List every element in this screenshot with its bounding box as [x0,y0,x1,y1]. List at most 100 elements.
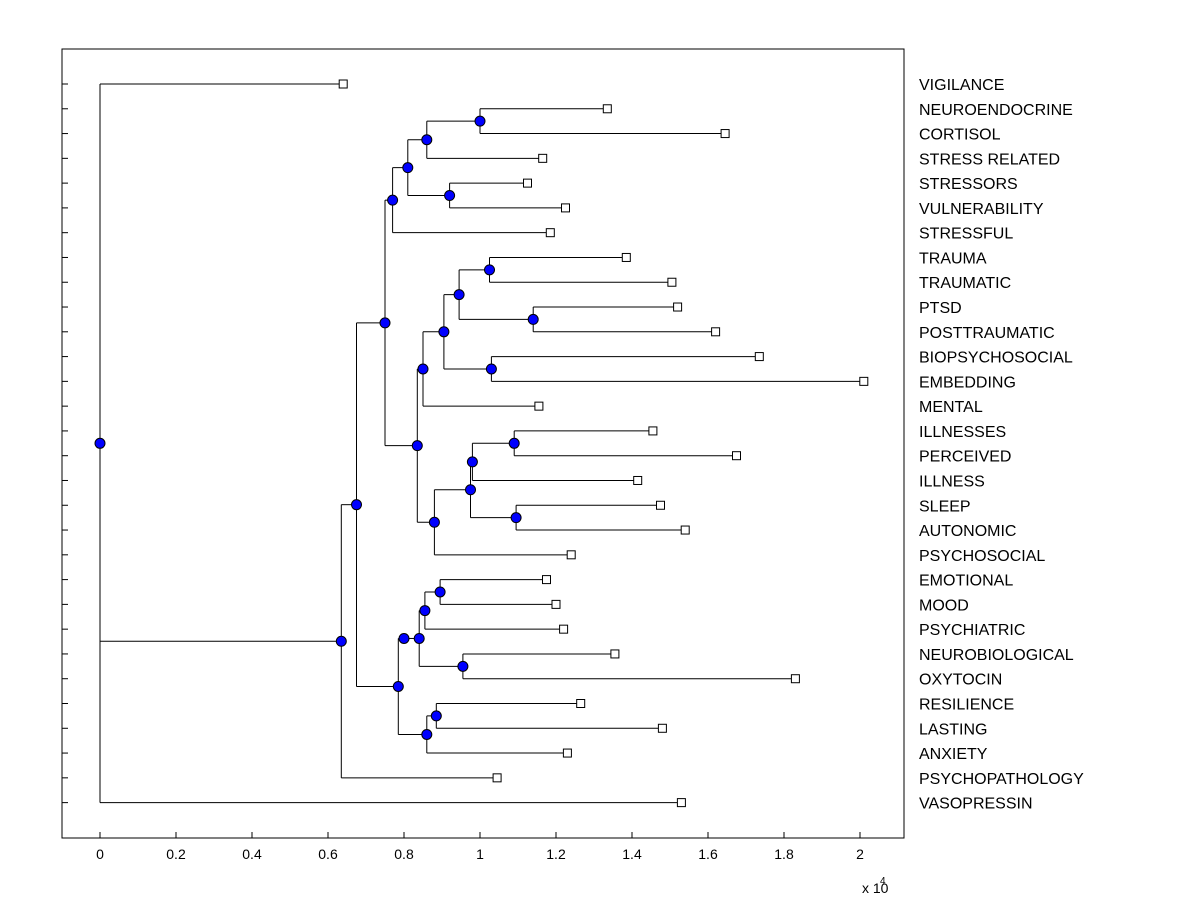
node-marker [438,326,450,338]
node-marker [474,115,486,127]
node-marker [466,456,478,468]
x-tick-label: 0 [96,846,104,862]
leaf-marker [523,178,532,188]
leaf-marker [790,674,800,684]
node-marker [527,313,539,325]
node-marker [392,680,404,692]
leaf-marker [633,475,643,485]
x-tick-label: 2 [856,846,864,862]
node-marker [508,437,520,449]
leaf-marker [656,500,665,510]
leaf-label: PSYCHIATRIC [919,622,1025,639]
leaf-label: VIGILANCE [919,77,1004,94]
node-marker [387,194,399,206]
leaf-marker [680,525,690,535]
node-marker [444,190,456,202]
node-marker [421,134,433,146]
node-marker [430,710,442,722]
leaf-label: PSYCHOPATHOLOGY [919,771,1084,788]
x-scale-exponent: 4 [880,876,886,887]
leaf-label: NEUROENDOCRINE [919,102,1073,119]
x-tick-label: 1.6 [698,846,718,862]
leaf-label: EMOTIONAL [919,573,1013,590]
x-scale-label: x 10 [862,880,889,896]
x-tick-label: 1.2 [546,846,566,862]
leaf-label: TRAUMATIC [919,275,1011,292]
leaf-label: NEUROBIOLOGICAL [919,647,1074,664]
leaf-label: POSTTRAUMATIC [919,325,1055,342]
leaf-label: ILLNESSES [919,424,1006,441]
leaf-label: STRESSFUL [919,226,1013,243]
leaf-marker [720,129,730,139]
leaf-label: MOOD [919,597,969,614]
leaf-labels: VIGILANCE NEUROENDOCRINE CORTISOL STRESS RE… [919,77,1084,813]
leaf-label: SLEEP [919,498,971,515]
leaf-label: PERCEIVED [919,449,1011,466]
leaf-marker [545,228,555,238]
leaf-label: PTSD [919,300,962,317]
leaf-marker [602,104,612,114]
leaf-marker [576,699,586,708]
node-marker [379,317,391,329]
leaf-marker [534,401,544,411]
leaf-label: LASTING [919,721,987,738]
node-marker [402,162,414,174]
x-tick-label: 0.2 [166,846,186,862]
leaf-marker [559,624,569,634]
leaf-label: CORTISOL [919,127,1001,144]
node-marker [428,516,440,528]
leaf-marker [657,723,667,733]
node-marker [335,635,347,647]
leaf-marker [732,451,741,461]
node-marker [434,586,446,598]
leaf-label: OXYTOCIN [919,672,1002,689]
node-marker [421,728,433,740]
leaf-marker [551,599,561,609]
leaf-label: ANXIETY [919,746,988,763]
leaf-marker [562,748,572,758]
leaf-label: PSYCHOSOCIAL [919,548,1045,565]
node-marker [351,499,362,511]
leaf-marker [610,649,620,659]
leaf-label: EMBEDDING [919,374,1016,391]
node-marker [453,289,465,301]
x-tick-label: 0.6 [318,846,338,862]
node-marker [457,660,469,672]
axis-ticks [62,83,861,838]
node-marker [485,363,497,375]
node-marker [465,484,476,496]
node-marker [413,632,425,644]
node-markers [94,115,539,740]
leaf-label: TRAUMA [919,250,987,267]
leaf-marker [561,203,570,213]
x-tick-label: 1.8 [774,846,794,862]
node-marker [419,605,431,617]
node-marker [398,632,410,644]
node-marker [411,440,423,452]
leaf-marker [621,252,631,262]
leaf-label: MENTAL [919,399,983,416]
leaf-marker [673,302,683,312]
x-tick-label: 0.4 [242,846,262,862]
leaf-label: RESILIENCE [919,697,1014,714]
leaf-marker [676,798,686,808]
leaf-marker [566,550,576,560]
leaf-label: ILLNESS [919,473,985,490]
x-tick-label: 1 [476,846,484,862]
leaf-marker [859,376,869,386]
leaf-marker [667,277,677,287]
leaf-label: AUTONOMIC [919,523,1016,540]
leaf-label: VASOPRESSIN [919,796,1033,813]
leaf-marker [711,327,721,337]
leaf-markers [338,79,869,808]
x-tick-labels: 0 0.2 0.4 0.6 0.8 1 1.2 1.4 1.6 1.8 2 [96,846,864,862]
leaf-label: VULNERABILITY [919,201,1044,218]
node-marker [484,264,495,276]
leaf-label: STRESSORS [919,176,1018,193]
leaf-marker [538,153,548,163]
leaf-marker [648,426,658,436]
leaf-marker [492,773,502,783]
node-marker [94,437,106,449]
node-marker [417,363,429,375]
